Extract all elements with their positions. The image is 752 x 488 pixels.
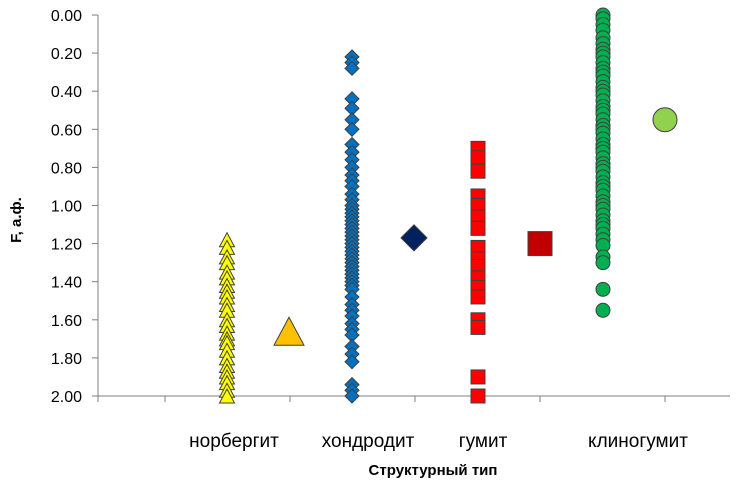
square-point [470,220,486,236]
y-tick-label: 1.20 [51,237,82,254]
mean-circle-point [652,107,678,133]
x-category-label: клиногумит [588,431,688,452]
y-tick-group: 0.00 0.20 0.40 0.60 0.80 1.00 1.20 1.40 1.60 1.80… [51,8,98,406]
mean-diamond-point [400,224,428,252]
y-tick-label: 2.00 [51,389,82,406]
triangle-point [218,387,236,404]
y-tick-label: 1.40 [51,275,82,292]
circle-point [595,255,611,271]
square-point [470,319,486,335]
y-axis: 0.00 0.20 0.40 0.60 0.80 1.00 1.20 1.40 1.60 1.80… [51,8,99,406]
mean-triangle-point [273,316,305,346]
square-point [470,163,486,179]
y-tick-label: 0.80 [51,160,82,177]
diamond-point [344,354,360,370]
x-axis: норбергит хондродит гумит клиногумит [97,395,730,452]
diamond-point [344,60,360,77]
x-category-label: гумит [459,431,508,452]
x-category-label: норбергит [189,431,279,452]
x-tick-group: норбергит хондродит гумит клиногумит [97,396,688,452]
y-tick-label: 1.00 [51,199,82,216]
square-point [470,289,486,305]
square-point [470,369,486,385]
x-category-label: хондродит [322,431,415,452]
y-axis-title: F, а.ф. [8,197,25,243]
y-tick-label: 0.40 [51,84,82,101]
y-tick-label: 0.20 [51,46,82,63]
diamond-point [344,388,360,404]
y-tick-label: 1.60 [51,313,82,330]
x-axis-title: Структурный тип [369,462,498,479]
square-point [470,150,486,166]
diamond-point [344,121,360,138]
y-tick-label: 0.00 [51,8,82,25]
y-tick-label: 0.60 [51,122,82,139]
mean-square-point [527,231,553,257]
square-point [470,388,486,404]
data-points [218,7,678,404]
y-tick-label: 1.80 [51,351,82,368]
circle-point [595,281,611,297]
circle-point [595,302,611,318]
